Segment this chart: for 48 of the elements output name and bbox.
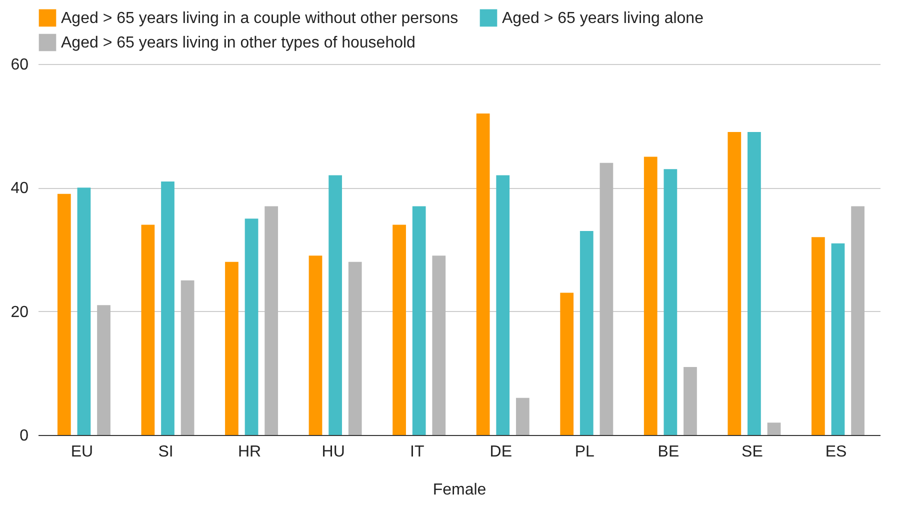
x-axis-title: Female	[432, 482, 486, 498]
bar	[180, 280, 194, 435]
x-tick-label: HR	[238, 444, 262, 460]
bar	[600, 162, 614, 435]
bar	[851, 206, 864, 435]
bar	[728, 132, 742, 435]
bar	[57, 194, 71, 435]
bar	[97, 305, 110, 435]
bar	[580, 230, 594, 435]
bar	[412, 206, 426, 435]
bar	[77, 188, 91, 435]
bar	[767, 422, 781, 435]
bar	[432, 256, 446, 435]
bar	[244, 218, 258, 435]
legend-label: Aged > 65 years living alone	[502, 10, 704, 27]
x-tick-label: DE	[490, 444, 512, 460]
bar	[496, 175, 510, 435]
x-tick-label: PL	[574, 444, 595, 460]
y-tick-label: 40	[10, 180, 29, 198]
bar	[664, 169, 678, 435]
bar	[560, 292, 574, 435]
bar	[328, 175, 342, 435]
bar	[161, 181, 174, 435]
x-tick-label: SE	[742, 444, 763, 460]
x-tick-label: IT	[410, 444, 424, 460]
bar	[831, 243, 845, 435]
x-tick-label: BE	[658, 444, 680, 460]
bar	[308, 256, 322, 435]
x-tick-label: SI	[158, 444, 174, 460]
bar	[348, 262, 362, 435]
bar	[516, 398, 530, 435]
y-tick-label: 60	[10, 56, 29, 74]
bar	[225, 262, 238, 435]
bar	[748, 132, 761, 435]
bar	[644, 156, 658, 435]
bar	[392, 224, 406, 435]
x-tick-label: ES	[825, 444, 847, 460]
legend-label: Aged > 65 years living in a couple without other persons	[61, 10, 458, 27]
x-tick-label: HU	[322, 444, 345, 460]
y-tick-label: 0	[20, 428, 29, 444]
bar	[264, 206, 278, 435]
legend-label: Aged > 65 years living in other types of household	[61, 34, 416, 52]
x-tick-label: EU	[70, 444, 94, 460]
bar	[141, 224, 155, 435]
bar	[476, 113, 490, 435]
y-tick-label: 20	[10, 304, 29, 321]
bar	[812, 237, 825, 435]
bar	[684, 366, 697, 435]
